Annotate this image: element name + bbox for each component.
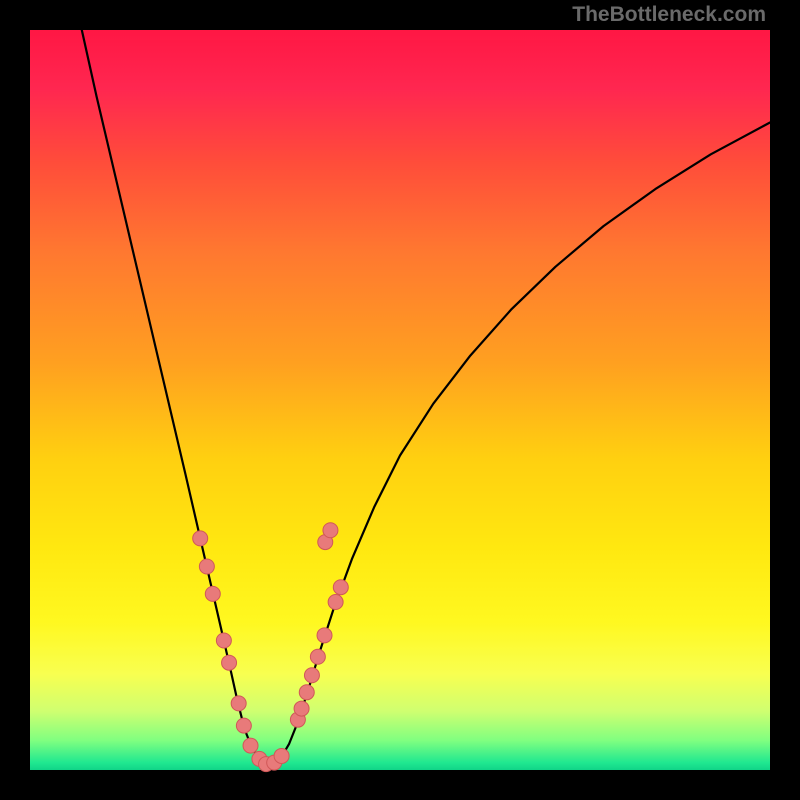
data-marker bbox=[274, 748, 289, 763]
data-marker bbox=[205, 586, 220, 601]
chart-svg bbox=[30, 30, 770, 770]
data-marker bbox=[304, 668, 319, 683]
marker-group bbox=[193, 523, 349, 772]
data-marker bbox=[317, 628, 332, 643]
data-marker bbox=[193, 531, 208, 546]
data-marker bbox=[328, 595, 343, 610]
plot-area bbox=[30, 30, 770, 770]
curve-left-branch bbox=[82, 30, 267, 764]
data-marker bbox=[299, 685, 314, 700]
data-marker bbox=[231, 696, 246, 711]
data-marker bbox=[236, 718, 251, 733]
data-marker bbox=[294, 701, 309, 716]
data-marker bbox=[243, 738, 258, 753]
data-marker bbox=[310, 649, 325, 664]
data-marker bbox=[216, 633, 231, 648]
data-marker bbox=[333, 580, 348, 595]
data-marker bbox=[323, 523, 338, 538]
curve-right-branch bbox=[267, 123, 770, 765]
chart-container: TheBottleneck.com bbox=[0, 0, 800, 800]
data-marker bbox=[222, 655, 237, 670]
watermark-text: TheBottleneck.com bbox=[572, 3, 766, 27]
data-marker bbox=[199, 559, 214, 574]
